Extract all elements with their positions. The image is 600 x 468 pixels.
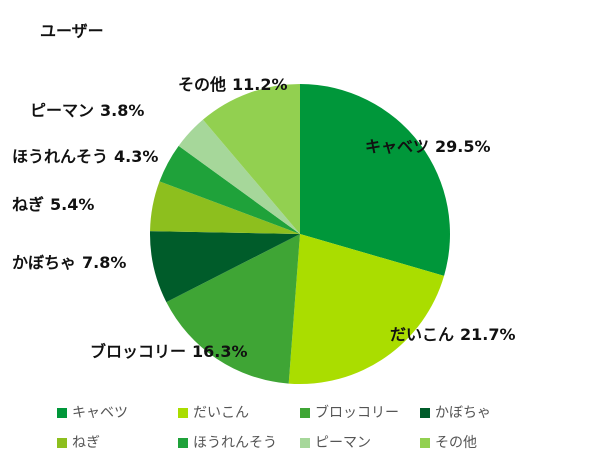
data-label-name: その他	[178, 75, 226, 94]
data-label-value: 5.4%	[50, 195, 94, 214]
data-label: かぼちゃ 7.8%	[12, 253, 126, 272]
legend-swatch	[420, 438, 430, 448]
pie-slice	[166, 234, 300, 384]
data-label-name: ピーマン	[30, 101, 94, 120]
data-label: ねぎ 5.4%	[12, 195, 94, 214]
pie-slice	[202, 84, 300, 234]
pie-slice	[288, 234, 445, 384]
pie-slice	[300, 84, 451, 276]
legend-swatch	[57, 408, 67, 418]
data-label-value: 3.8%	[100, 101, 144, 120]
data-label-value: 16.3%	[192, 342, 248, 361]
data-label: その他 11.2%	[178, 75, 288, 94]
legend-label: その他	[435, 435, 477, 451]
legend-label: ほうれんそう	[193, 435, 277, 451]
legend-swatch	[300, 438, 310, 448]
data-label: ブロッコリー 16.3%	[90, 342, 248, 361]
data-label-name: ねぎ	[12, 195, 44, 214]
legend-label: かぼちゃ	[435, 405, 491, 421]
legend-swatch	[178, 408, 188, 418]
data-label-value: 11.2%	[232, 75, 288, 94]
data-label: ピーマン 3.8%	[30, 101, 144, 120]
legend-label: ピーマン	[315, 435, 371, 451]
legend-swatch	[178, 438, 188, 448]
data-label-name: ブロッコリー	[90, 342, 186, 361]
data-label-name: かぼちゃ	[12, 253, 76, 272]
pie-slice	[150, 181, 300, 234]
legend-swatch	[420, 408, 430, 418]
chart-title: ユーザー	[40, 22, 104, 41]
data-label-name: ほうれんそう	[12, 147, 108, 166]
data-label: だいこん 21.7%	[390, 325, 516, 344]
legend-label: だいこん	[193, 405, 249, 421]
pie-slice	[150, 231, 300, 303]
legend-label: ブロッコリー	[315, 404, 399, 421]
data-label-value: 21.7%	[460, 325, 516, 344]
pie-slice	[178, 119, 300, 234]
data-label-value: 4.3%	[114, 147, 158, 166]
data-label-value: 7.8%	[82, 253, 126, 272]
data-label-name: キャベツ	[365, 137, 429, 156]
legend-label: ねぎ	[72, 435, 100, 451]
data-label: キャベツ 29.5%	[365, 137, 491, 156]
legend-swatch	[57, 438, 67, 448]
legend-swatch	[300, 408, 310, 418]
pie-slice	[159, 145, 300, 234]
data-label-value: 29.5%	[435, 137, 491, 156]
data-label: ほうれんそう 4.3%	[12, 147, 158, 166]
data-label-name: だいこん	[390, 325, 454, 344]
legend-label: キャベツ	[72, 405, 128, 421]
